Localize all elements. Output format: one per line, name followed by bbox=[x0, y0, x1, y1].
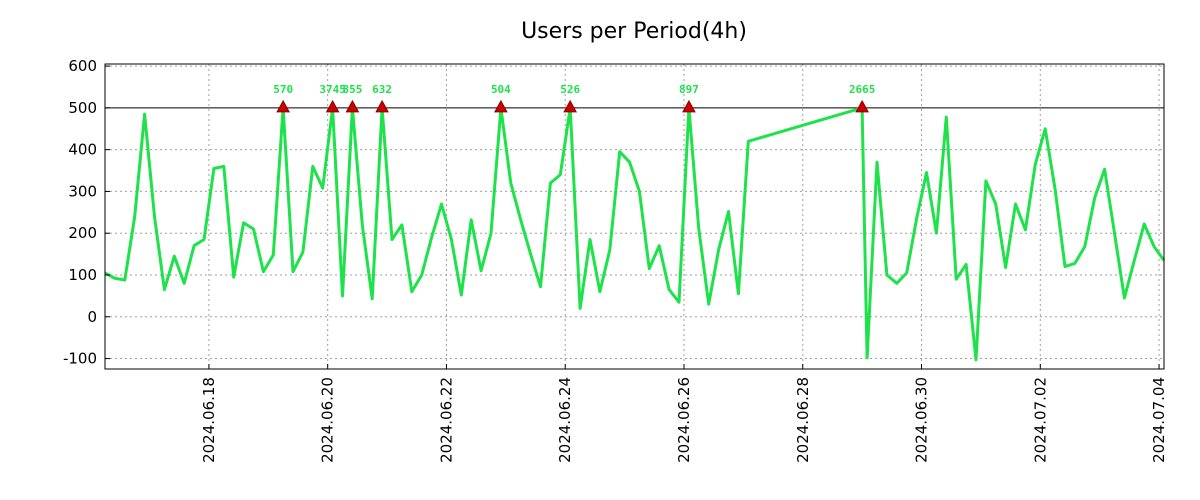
overflow-value-label: 526 bbox=[560, 83, 580, 96]
overflow-marker bbox=[563, 99, 578, 113]
y-tick-label: 400 bbox=[68, 141, 97, 159]
x-tick-label: 2024.06.26 bbox=[675, 377, 693, 463]
overflow-marker bbox=[682, 99, 696, 113]
overflow-value-label: 3745 bbox=[319, 83, 346, 96]
x-tick-label: 2024.06.22 bbox=[437, 377, 455, 463]
overflow-value-label: 632 bbox=[372, 83, 392, 96]
y-tick-label: 0 bbox=[87, 308, 97, 326]
series-line-users bbox=[104, 106, 1166, 362]
overflow-marker bbox=[855, 99, 869, 113]
x-tick-label: 2024.06.24 bbox=[556, 377, 574, 463]
overflow-value-label: 2665 bbox=[849, 83, 876, 96]
x-tick-label: 2024.07.04 bbox=[1150, 377, 1168, 463]
x-tick-label: 2024.06.28 bbox=[794, 377, 812, 463]
y-tick-label: 600 bbox=[68, 57, 97, 75]
overflow-marker bbox=[276, 99, 290, 113]
overflow-value-label: 855 bbox=[342, 83, 362, 96]
y-tick-label: 300 bbox=[68, 182, 97, 200]
axis-layer bbox=[104, 63, 1165, 370]
x-tick-label: 2024.06.30 bbox=[913, 377, 931, 463]
y-tick-label: -100 bbox=[63, 350, 97, 368]
overflow-value-label: 570 bbox=[273, 83, 293, 96]
chart-title: Users per Period(4h) bbox=[521, 19, 747, 44]
y-tick-label: 100 bbox=[68, 266, 97, 284]
overflow-marker bbox=[345, 99, 360, 113]
y-tick-label: 500 bbox=[68, 99, 97, 117]
plot-frame bbox=[104, 63, 1165, 370]
grid-layer bbox=[105, 64, 1164, 369]
x-tick-label: 2024.06.18 bbox=[200, 377, 218, 463]
overflow-value-label: 504 bbox=[491, 83, 511, 96]
overflow-marker bbox=[494, 99, 508, 113]
y-tick-label: 200 bbox=[68, 224, 97, 242]
tick-label-layer: 600 500 400 300 200 100 0 -100 2024.06.18 2024.06… bbox=[63, 57, 1168, 463]
x-tick-label: 2024.06.20 bbox=[319, 377, 337, 463]
series-layer bbox=[104, 106, 1166, 362]
overflow-marker bbox=[325, 99, 340, 113]
overflow-value-label: 897 bbox=[679, 83, 699, 96]
overflow-marker bbox=[375, 99, 389, 113]
x-tick-label: 2024.07.02 bbox=[1031, 377, 1049, 463]
